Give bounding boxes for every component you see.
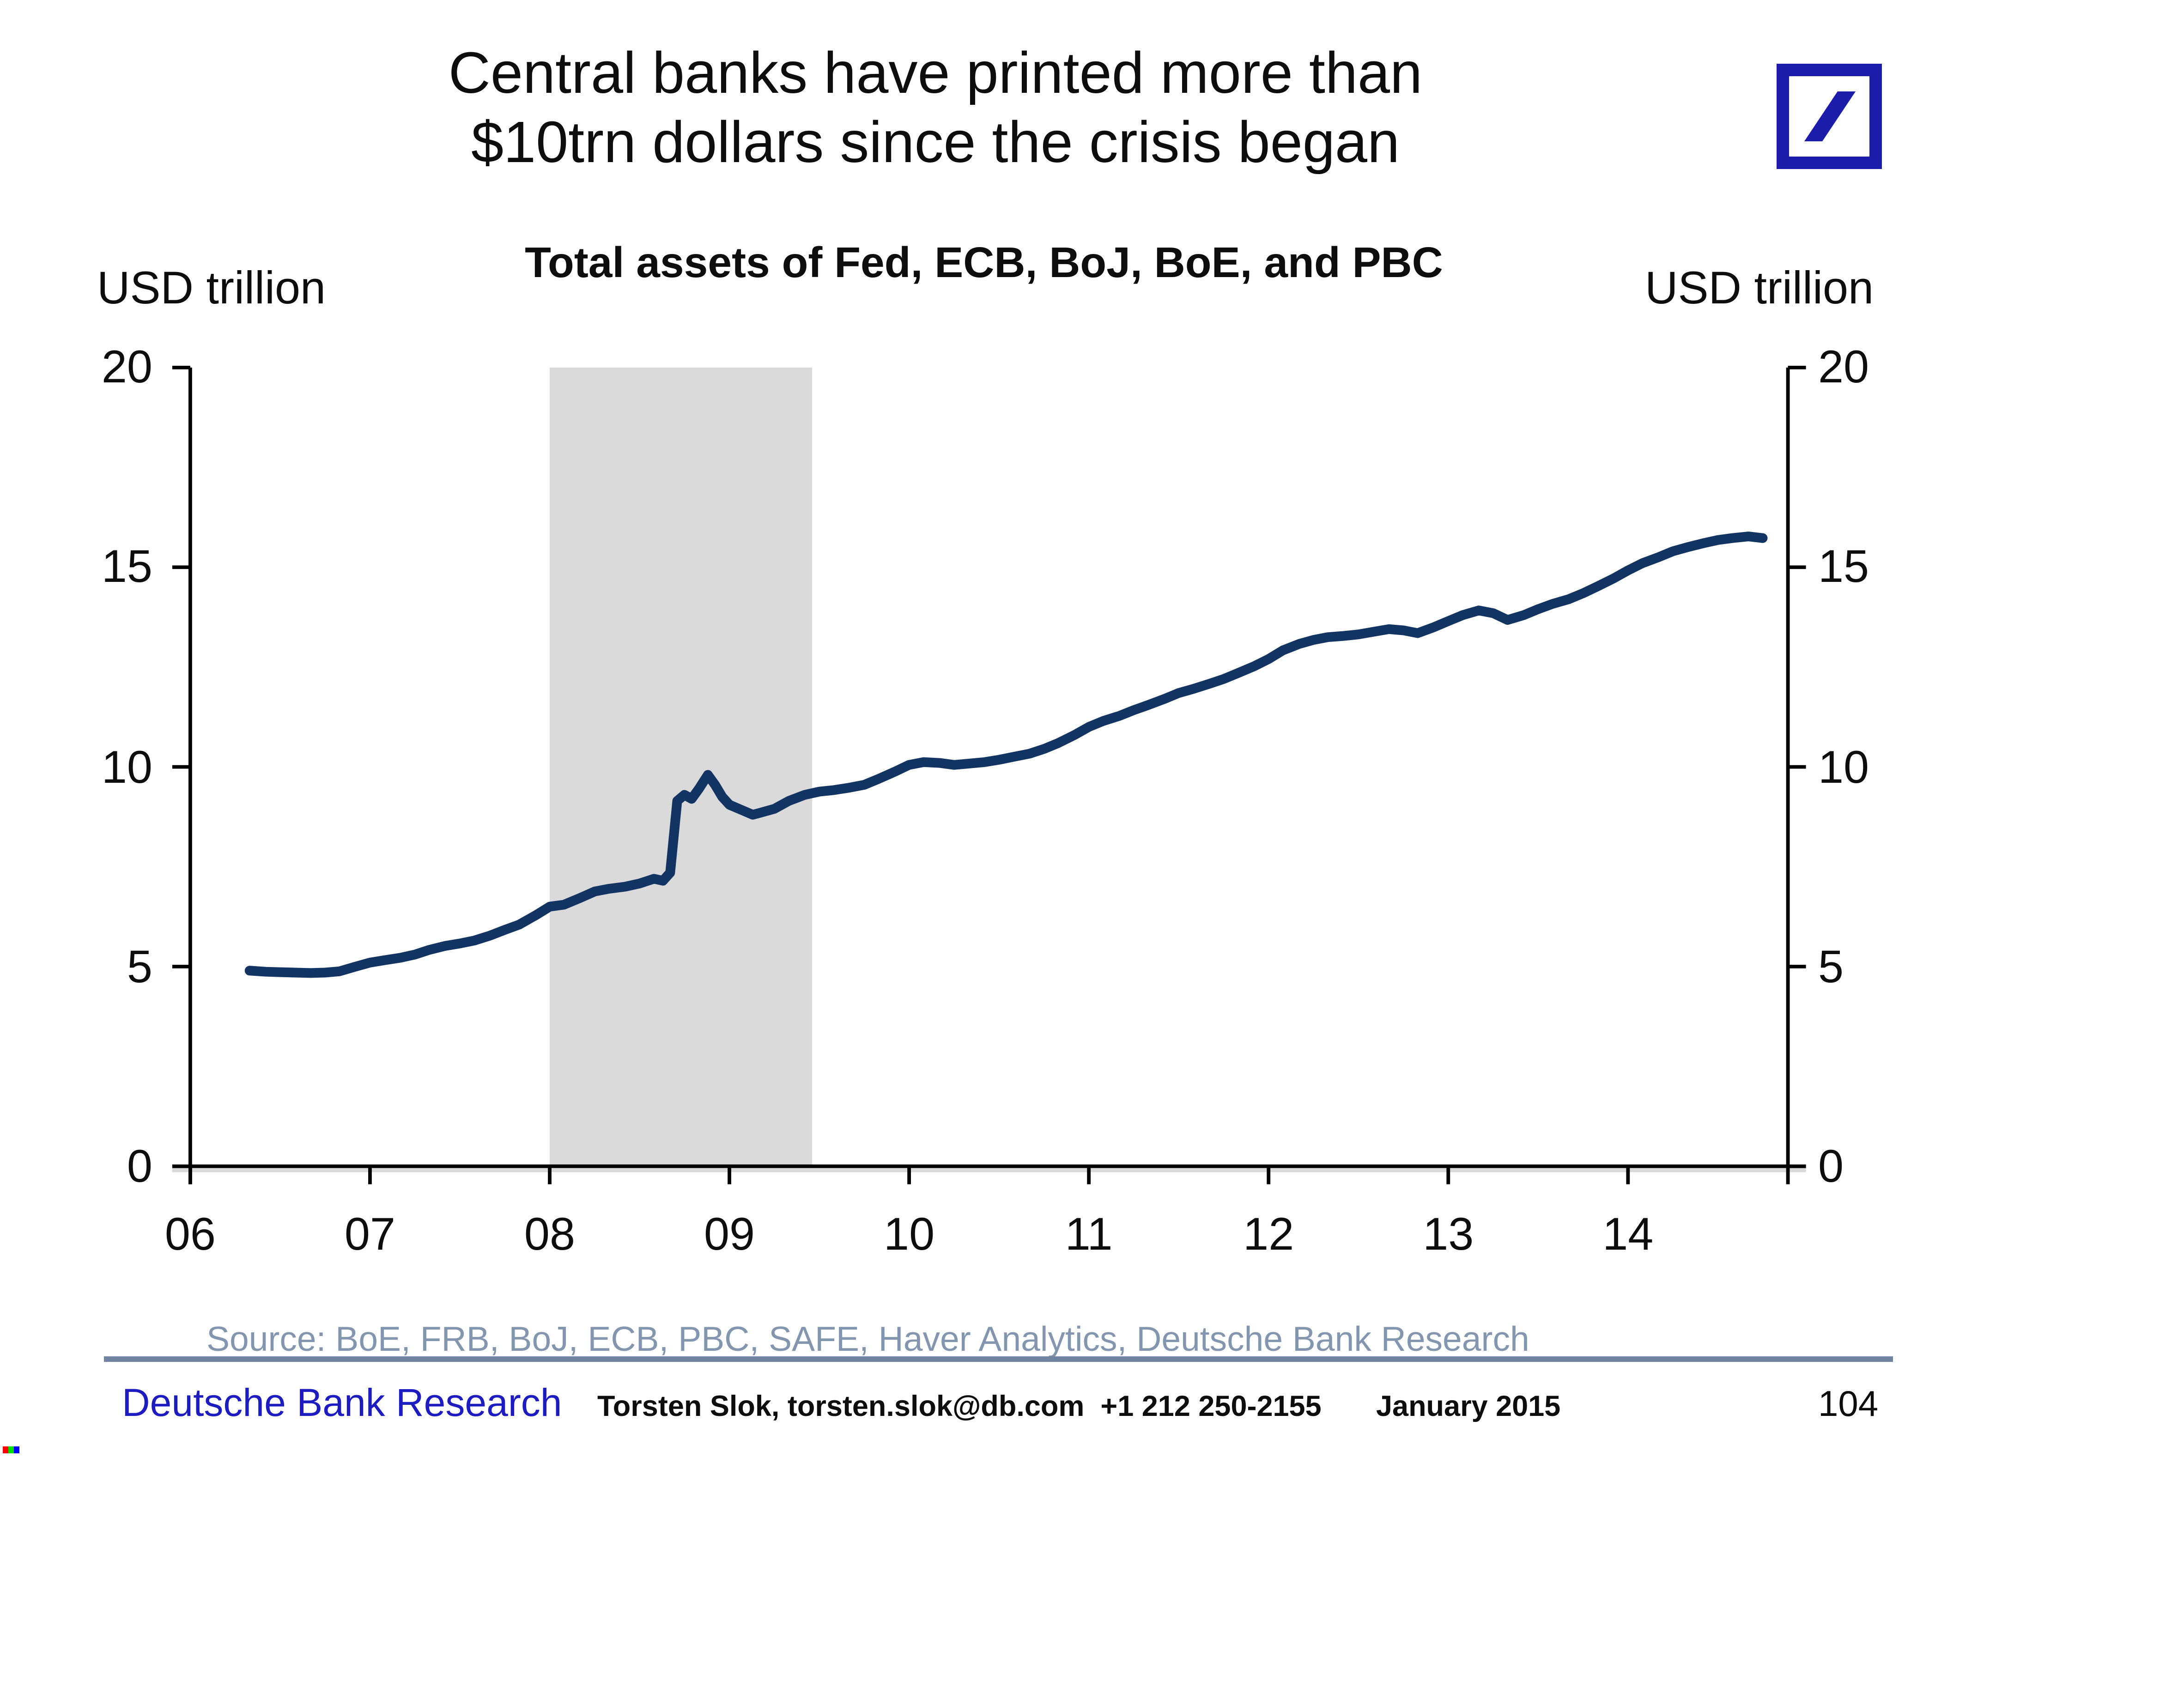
footer-page-number: 104: [1818, 1383, 1879, 1424]
page-title-line1: Central banks have printed more than: [448, 40, 1423, 105]
x-tick-label-07: 07: [344, 1208, 396, 1259]
deutsche-bank-slash-icon: [1804, 91, 1856, 141]
y-tick-label-left-5: 5: [127, 940, 152, 992]
total-assets-line: [244, 532, 1768, 978]
footer-contact: Torsten Slok, torsten.slok@db.com +1 212…: [597, 1391, 1322, 1423]
chart-axes: [172, 367, 1806, 1185]
y-axis-label-right: USD trillion: [1645, 262, 1874, 313]
y-tick-label-left-10: 10: [101, 740, 152, 792]
footer-divider: [104, 1356, 1893, 1362]
x-tick-label-13: 13: [1423, 1208, 1474, 1259]
y-tick-label-right-15: 15: [1818, 541, 1869, 593]
axis-shadow: [172, 1168, 1806, 1173]
footer-brand-link[interactable]: Deutsche Bank Research: [122, 1381, 562, 1424]
deutsche-bank-logo-icon: [1777, 64, 1882, 169]
render-artifact-pixels: [3, 1446, 19, 1453]
y-tick-label-right-20: 20: [1818, 341, 1869, 393]
footer-date: January 2015: [1376, 1391, 1561, 1423]
y-tick-label-right-5: 5: [1818, 940, 1844, 992]
x-tick-label-06: 06: [164, 1208, 216, 1259]
x-tick-label-09: 09: [704, 1208, 755, 1259]
y-axis-label-left: USD trillion: [97, 262, 326, 313]
y-tick-label-left-0: 0: [127, 1140, 152, 1191]
x-tick-label-12: 12: [1243, 1208, 1294, 1259]
page-title-line2: $10trn dollars since the crisis began: [471, 109, 1400, 175]
y-tick-label-left-20: 20: [101, 341, 152, 393]
y-tick-label-right-10: 10: [1818, 740, 1869, 792]
page-title: Central banks have printed more than $10…: [104, 39, 1767, 177]
recession-band: [550, 367, 813, 1167]
x-tick-label-08: 08: [524, 1208, 576, 1259]
y-tick-label-left-15: 15: [101, 541, 152, 593]
x-tick-label-14: 14: [1602, 1208, 1654, 1259]
x-tick-label-10: 10: [884, 1208, 935, 1259]
y-tick-label-right-0: 0: [1818, 1140, 1844, 1191]
source-note: Source: BoE, FRB, BoJ, ECB, PBC, SAFE, H…: [206, 1320, 1529, 1359]
x-tick-label-11: 11: [1065, 1208, 1113, 1259]
chart-title: Total assets of Fed, ECB, BoJ, BoE, and …: [525, 238, 1443, 287]
chart-tick-marks: [172, 365, 1806, 1185]
